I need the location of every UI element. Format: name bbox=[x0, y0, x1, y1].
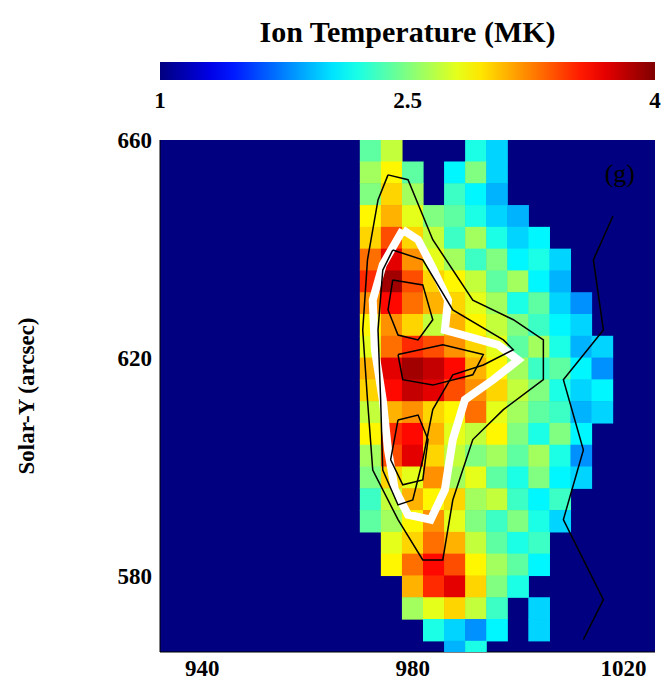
svg-text:(g): (g) bbox=[605, 159, 635, 188]
svg-text:Solar-Y (arcsec): Solar-Y (arcsec) bbox=[14, 318, 39, 475]
svg-text:580: 580 bbox=[118, 564, 153, 589]
svg-text:980: 980 bbox=[396, 656, 431, 681]
svg-text:4: 4 bbox=[649, 88, 661, 113]
svg-text:Ion Temperature (MK): Ion Temperature (MK) bbox=[259, 15, 555, 49]
svg-text:660: 660 bbox=[118, 128, 153, 153]
svg-text:1020: 1020 bbox=[600, 656, 646, 681]
svg-text:620: 620 bbox=[118, 346, 153, 371]
svg-text:2.5: 2.5 bbox=[393, 88, 422, 113]
svg-text:940: 940 bbox=[185, 656, 220, 681]
svg-text:1: 1 bbox=[154, 88, 166, 113]
